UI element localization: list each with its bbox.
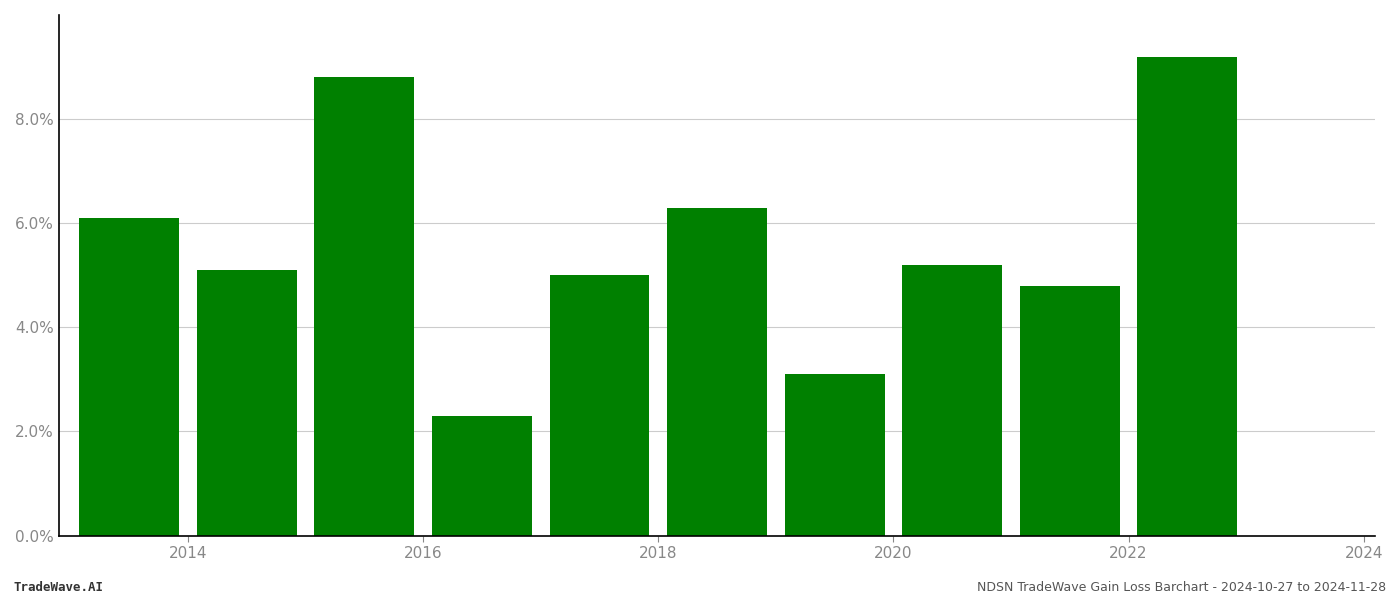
Bar: [550, 275, 650, 536]
Text: NDSN TradeWave Gain Loss Barchart - 2024-10-27 to 2024-11-28: NDSN TradeWave Gain Loss Barchart - 2024…: [977, 581, 1386, 594]
Bar: [1137, 56, 1238, 536]
Bar: [433, 416, 532, 536]
Text: TradeWave.AI: TradeWave.AI: [14, 581, 104, 594]
Bar: [1019, 286, 1120, 536]
Bar: [197, 270, 297, 536]
Bar: [80, 218, 179, 536]
Bar: [784, 374, 885, 536]
Bar: [668, 208, 767, 536]
Bar: [315, 77, 414, 536]
Bar: [902, 265, 1002, 536]
